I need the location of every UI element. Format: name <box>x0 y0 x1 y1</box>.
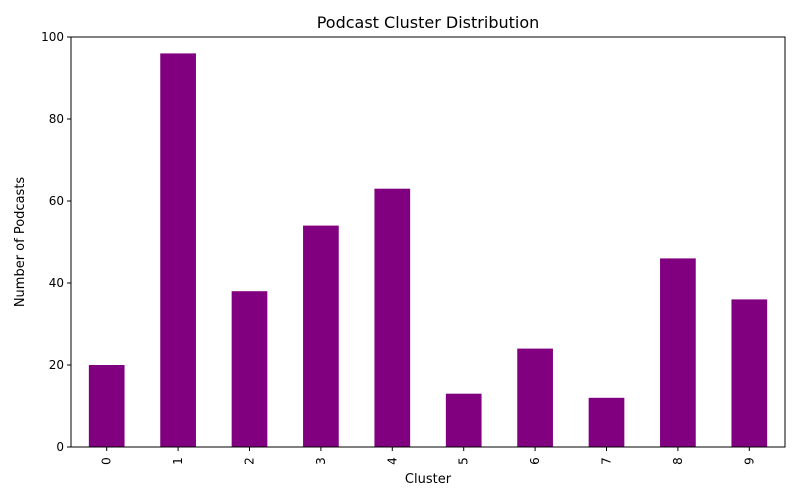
x-tick-label-3: 3 <box>314 457 328 465</box>
x-tick-label-1: 1 <box>171 457 185 465</box>
bar-cluster-1 <box>160 53 196 448</box>
chart-title: Podcast Cluster Distribution <box>317 13 540 32</box>
y-tick-label-40: 40 <box>49 276 64 290</box>
x-tick-label-0: 0 <box>100 457 114 465</box>
x-tick-label-4: 4 <box>385 457 399 465</box>
y-tick-label-0: 0 <box>56 440 64 454</box>
x-tick-label-8: 8 <box>671 457 685 465</box>
y-tick-label-100: 100 <box>41 30 64 44</box>
bar-cluster-6 <box>517 348 553 447</box>
x-tick-label-9: 9 <box>742 457 756 465</box>
y-tick-label-80: 80 <box>49 112 64 126</box>
y-axis-label: Number of Podcasts <box>13 177 28 308</box>
bar-cluster-2 <box>231 291 268 447</box>
bar-cluster-3 <box>303 225 339 447</box>
bar-cluster-5 <box>445 393 482 447</box>
x-axis-label: Cluster <box>405 472 452 487</box>
y-tick-label-60: 60 <box>49 194 64 208</box>
bar-cluster-0 <box>88 365 125 447</box>
x-tick-label-5: 5 <box>457 457 471 465</box>
plot-frame <box>70 36 786 448</box>
y-axis: 0 20 40 60 80 100 <box>41 30 71 454</box>
bar-cluster-4 <box>374 188 411 447</box>
bar-cluster-9 <box>731 299 768 447</box>
x-tick-label-6: 6 <box>528 457 542 465</box>
y-tick-label-20: 20 <box>49 358 64 372</box>
bar-cluster-8 <box>660 258 696 447</box>
x-tick-label-7: 7 <box>600 457 614 465</box>
x-axis: 0 1 2 3 4 5 6 7 8 9 <box>100 447 756 465</box>
x-tick-label-2: 2 <box>243 457 257 465</box>
bars-group <box>88 53 768 448</box>
bar-cluster-7 <box>588 397 625 447</box>
